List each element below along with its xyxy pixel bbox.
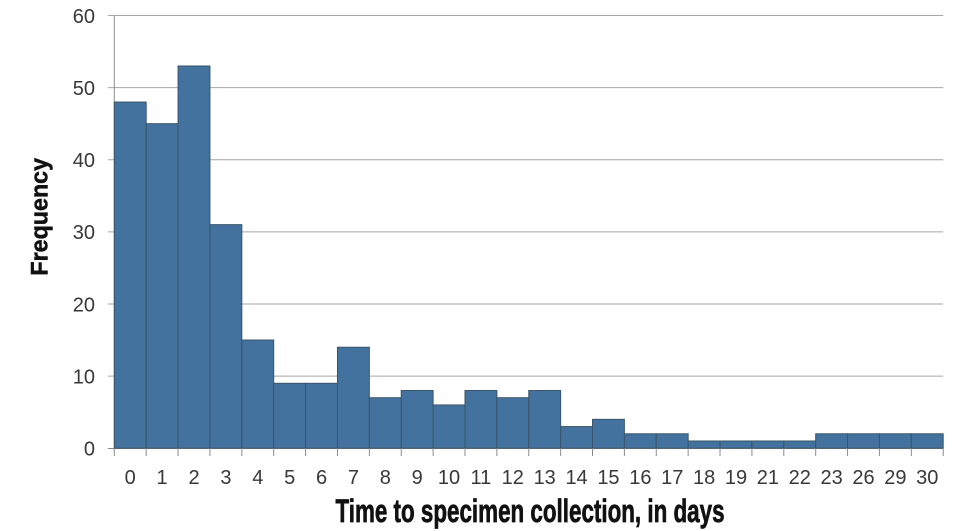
svg-text:Time to specimen collection, i: Time to specimen collection, in days (335, 493, 724, 529)
svg-text:10: 10 (438, 467, 460, 489)
svg-text:29: 29 (884, 467, 906, 489)
svg-text:10: 10 (73, 366, 95, 388)
svg-text:18: 18 (693, 467, 715, 489)
svg-text:60: 60 (73, 6, 95, 28)
svg-text:0: 0 (125, 467, 136, 489)
svg-text:40: 40 (73, 150, 95, 172)
svg-text:14: 14 (565, 467, 587, 489)
svg-text:7: 7 (348, 467, 359, 489)
svg-text:30: 30 (916, 467, 938, 489)
svg-text:22: 22 (789, 467, 811, 489)
svg-text:16: 16 (629, 467, 651, 489)
svg-text:20: 20 (73, 294, 95, 316)
svg-text:6: 6 (316, 467, 327, 489)
svg-text:5: 5 (284, 467, 295, 489)
svg-text:9: 9 (412, 467, 423, 489)
svg-text:30: 30 (73, 222, 95, 244)
svg-text:12: 12 (502, 467, 524, 489)
svg-text:Frequency: Frequency (27, 157, 53, 275)
svg-text:50: 50 (73, 78, 95, 100)
svg-text:15: 15 (597, 467, 619, 489)
svg-text:3: 3 (220, 467, 231, 489)
svg-text:0: 0 (84, 439, 95, 461)
svg-text:21: 21 (757, 467, 779, 489)
svg-text:4: 4 (252, 467, 263, 489)
svg-text:13: 13 (534, 467, 556, 489)
svg-text:17: 17 (661, 467, 683, 489)
svg-text:8: 8 (380, 467, 391, 489)
svg-text:1: 1 (157, 467, 168, 489)
svg-text:2: 2 (188, 467, 199, 489)
svg-text:26: 26 (852, 467, 874, 489)
svg-text:19: 19 (725, 467, 747, 489)
svg-text:11: 11 (471, 467, 492, 489)
svg-text:23: 23 (820, 467, 842, 489)
